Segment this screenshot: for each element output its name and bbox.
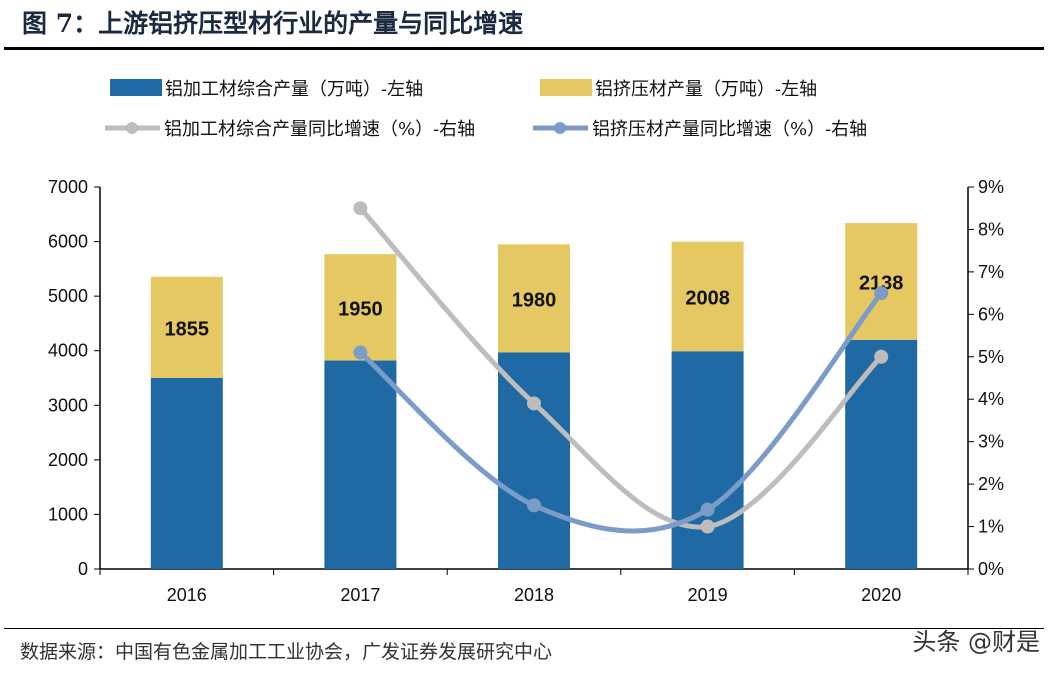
right-tick-label: 7%	[978, 262, 1004, 282]
legend-label: 铝加工材综合产量同比增速（%）-右轴	[164, 119, 475, 140]
x-tick-label: 2016	[167, 585, 207, 605]
bar-aluminum-processed	[324, 360, 397, 569]
left-tick-label: 6000	[48, 232, 88, 252]
right-tick-label: 5%	[978, 347, 1004, 367]
right-tick-label: 8%	[978, 219, 1004, 239]
line-blue-point	[874, 286, 889, 301]
right-tick-label: 1%	[978, 517, 1004, 537]
right-tick-label: 6%	[978, 304, 1004, 324]
bar-aluminum-extrusion	[150, 276, 223, 378]
bar-data-label: 1980	[512, 289, 557, 311]
line-blue-point	[353, 345, 368, 360]
legend-swatch	[540, 79, 592, 96]
bar-data-label: 2138	[859, 272, 904, 294]
footer-divider	[4, 628, 1044, 629]
left-tick-label: 2000	[48, 450, 88, 470]
bar-aluminum-extrusion	[845, 223, 918, 340]
left-tick-label: 1000	[48, 504, 88, 524]
line-blue-point	[527, 498, 541, 513]
bar-aluminum-processed	[150, 378, 223, 569]
right-tick-label: 0%	[978, 559, 1004, 579]
bar-aluminum-processed	[498, 352, 570, 569]
legend-label: 铝加工材综合产量（万吨）-左轴	[165, 79, 423, 100]
x-tick-label: 2017	[340, 585, 380, 605]
left-tick-label: 0	[78, 559, 88, 579]
line-gray-point	[700, 519, 715, 534]
left-tick-label: 3000	[48, 395, 88, 415]
bar-aluminum-processed	[845, 339, 918, 569]
title-divider	[4, 47, 1044, 50]
line-gray-point	[353, 201, 368, 216]
bar-aluminum-extrusion	[671, 241, 744, 352]
right-tick-label: 9%	[978, 177, 1004, 197]
left-tick-label: 5000	[48, 286, 88, 306]
line-blue-growth	[358, 291, 884, 534]
line-gray-point	[527, 396, 541, 411]
legend-label: 铝挤压材产量同比增速（%）-右轴	[592, 119, 867, 140]
legend-marker	[126, 122, 138, 134]
right-tick-label: 4%	[978, 389, 1004, 409]
watermark: 头条 @财是	[912, 628, 1040, 656]
right-tick-label: 3%	[978, 432, 1004, 452]
bar-data-label: 1950	[338, 298, 383, 320]
legend-label: 铝挤压材产量（万吨）-左轴	[595, 79, 817, 100]
bar-data-label: 1855	[165, 318, 210, 340]
left-tick-label: 4000	[48, 341, 88, 361]
line-blue-point	[700, 502, 715, 517]
bar-data-label: 2008	[685, 287, 730, 309]
bar-aluminum-extrusion	[498, 244, 570, 353]
x-tick-label: 2019	[688, 585, 728, 605]
line-gray-point	[874, 349, 889, 364]
x-tick-label: 2018	[514, 585, 554, 605]
legend-swatch	[110, 79, 162, 96]
bar-aluminum-extrusion	[324, 254, 397, 361]
line-gray-growth	[358, 206, 883, 530]
left-tick-label: 7000	[48, 177, 88, 197]
legend-marker	[554, 122, 566, 134]
right-tick-label: 2%	[978, 474, 1004, 494]
source-note: 数据来源：中国有色金属加工工业协会，广发证券发展研究中心	[20, 641, 553, 663]
x-tick-label: 2020	[861, 585, 901, 605]
bar-aluminum-processed	[671, 351, 744, 569]
figure-title: 图 7：上游铝挤压型材行业的产量与同比增速	[22, 9, 524, 38]
